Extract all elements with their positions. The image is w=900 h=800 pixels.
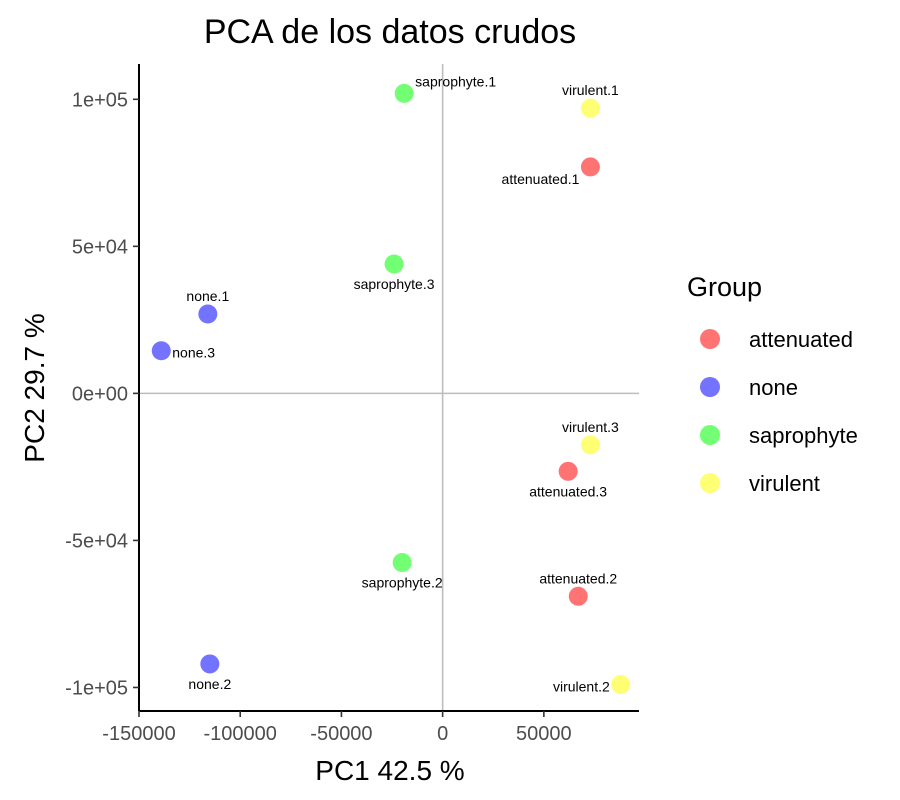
data-point-attenuated-1 <box>580 157 600 177</box>
data-point-virulent-3 <box>580 435 600 455</box>
point-label-virulent-2: virulent.2 <box>553 679 610 695</box>
point-label-saprophyte-1: saprophyte.1 <box>415 73 496 89</box>
point-label-virulent-1: virulent.1 <box>562 82 619 98</box>
point-label-attenuated-3: attenuated.3 <box>529 483 607 499</box>
point-label-none-3: none.3 <box>172 345 215 361</box>
legend-key-saprophyte <box>700 425 720 445</box>
point-label-attenuated-2: attenuated.2 <box>539 570 617 586</box>
data-point-none-2 <box>200 654 220 674</box>
legend-title: Group <box>687 272 762 302</box>
y-tick-label: 0e+00 <box>72 383 128 405</box>
legend-label-virulent: virulent <box>749 471 820 496</box>
point-label-none-1: none.1 <box>186 288 229 304</box>
data-point-saprophyte-3 <box>384 254 404 274</box>
x-axis-title: PC1 42.5 % <box>315 755 464 786</box>
data-point-saprophyte-2 <box>392 552 412 572</box>
point-label-virulent-3: virulent.3 <box>562 419 619 435</box>
legend-key-virulent <box>700 473 720 493</box>
data-point-virulent-1 <box>580 98 600 118</box>
x-tick-label: -100000 <box>204 723 277 745</box>
x-tick-label: 0 <box>437 723 448 745</box>
legend-key-attenuated <box>700 329 720 349</box>
legend-label-attenuated: attenuated <box>749 327 853 352</box>
data-point-virulent-2 <box>611 675 631 695</box>
data-point-none-3 <box>151 341 171 361</box>
y-tick-label: -1e+05 <box>65 677 128 699</box>
legend-label-saprophyte: saprophyte <box>749 423 858 448</box>
data-point-saprophyte-1 <box>394 83 414 103</box>
y-tick-label: 5e+04 <box>72 236 128 258</box>
point-label-attenuated-1: attenuated.1 <box>502 171 580 187</box>
data-point-attenuated-3 <box>558 461 578 481</box>
y-tick-label: -5e+04 <box>65 530 128 552</box>
plot-area: -150000 -100000 -50000 0 50000 1e+05 5e+04 0e+0… <box>65 64 639 745</box>
point-label-none-2: none.2 <box>188 676 231 692</box>
legend-label-none: none <box>749 375 798 400</box>
point-label-saprophyte-2: saprophyte.2 <box>362 574 443 590</box>
x-tick-label: 50000 <box>516 723 572 745</box>
point-label-saprophyte-3: saprophyte.3 <box>354 276 435 292</box>
data-point-attenuated-2 <box>568 586 588 606</box>
x-tick-label: -150000 <box>102 723 175 745</box>
legend-key-none <box>700 377 720 397</box>
data-point-none-1 <box>198 304 218 324</box>
x-tick-label: -50000 <box>310 723 372 745</box>
y-tick-label: 1e+05 <box>72 89 128 111</box>
y-axis-title: PC2 29.7 % <box>19 313 50 462</box>
legend: Group attenuated none saprophyte virulent <box>687 272 858 496</box>
chart-title: PCA de los datos crudos <box>204 13 576 51</box>
